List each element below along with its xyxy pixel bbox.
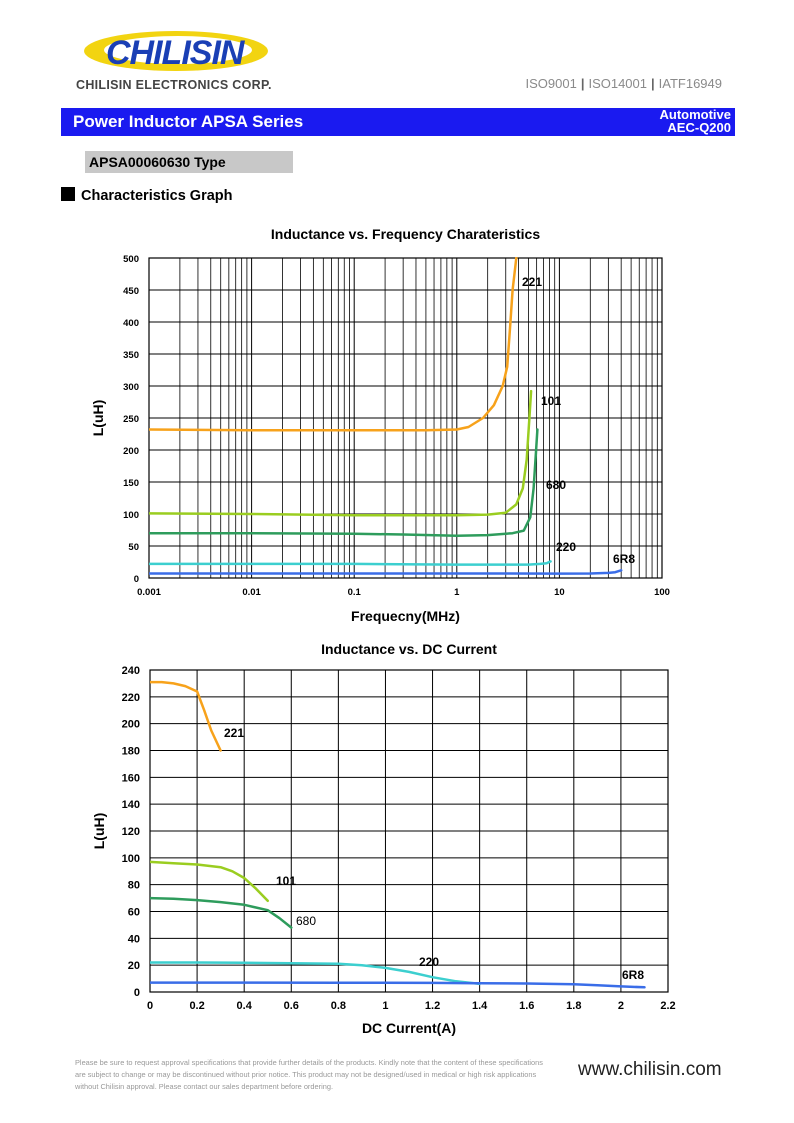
grid xyxy=(149,669,669,993)
series-line-680 xyxy=(150,896,293,929)
y-tick-label: 240 xyxy=(122,665,140,677)
x-tick-label: 2.2 xyxy=(660,1000,675,1012)
cert-iso14001: ISO14001 xyxy=(588,76,647,91)
series-label-220: 220 xyxy=(419,955,439,969)
series-line-220 xyxy=(150,961,481,986)
series-line-101 xyxy=(150,860,269,903)
y-tick-label: 0 xyxy=(134,574,139,585)
x-tick-label: 2 xyxy=(618,1000,624,1012)
series-title: Power Inductor APSA Series xyxy=(73,112,304,131)
series-label-680: 680 xyxy=(546,478,566,492)
company-name: CHILISIN ELECTRONICS CORP. xyxy=(76,78,272,92)
series-label-6R8: 6R8 xyxy=(622,968,644,982)
y-axis-label: L(uH) xyxy=(91,813,107,850)
disclaimer-line: are subject to change or may be disconti… xyxy=(75,1070,537,1079)
x-tick-label: 1 xyxy=(454,587,460,598)
x-tick-label: 100 xyxy=(654,587,670,598)
series-line-6R8 xyxy=(150,981,646,989)
section-title: Characteristics Graph xyxy=(81,188,233,204)
y-tick-label: 40 xyxy=(128,933,140,945)
y-tick-label: 120 xyxy=(122,826,140,838)
y-tick-label: 200 xyxy=(122,719,140,731)
x-axis-label: Frequecny(MHz) xyxy=(351,608,460,624)
x-tick-label: 1.6 xyxy=(519,1000,534,1012)
plot-frame xyxy=(148,257,663,579)
x-tick-label: 0 xyxy=(147,1000,153,1012)
x-tick-label: 1.4 xyxy=(472,1000,488,1012)
x-tick-label: 0.8 xyxy=(331,1000,346,1012)
y-tick-label: 20 xyxy=(128,960,140,972)
y-tick-label: 0 xyxy=(134,987,140,999)
y-tick-label: 160 xyxy=(122,772,140,784)
x-tick-label: 10 xyxy=(554,587,565,598)
inductance-frequency-chart: Inductance vs. Frequency Charateristics 0… xyxy=(90,226,670,624)
y-tick-label: 60 xyxy=(128,907,140,919)
company-logo: CHILISIN xyxy=(84,31,268,72)
series-label-221: 221 xyxy=(522,275,542,289)
inductance-current-chart: Inductance vs. DC Current 0 0.2 0.4 0.6 0.8 1 1… xyxy=(91,641,676,1036)
chart-title: Inductance vs. Frequency Charateristics xyxy=(271,226,540,242)
disclaimer: Please be sure to request approval speci… xyxy=(75,1057,565,1093)
series-line-221 xyxy=(149,257,518,432)
section-heading: Characteristics Graph xyxy=(61,187,233,204)
cert-iso9001: ISO9001 xyxy=(525,76,577,91)
y-tick-label: 300 xyxy=(123,382,139,393)
y-axis-label: L(uH) xyxy=(90,400,106,437)
automotive-label: Automotive xyxy=(659,107,732,122)
y-tick-label: 400 xyxy=(123,318,139,329)
series-line-221 xyxy=(150,680,222,752)
x-tick-label: 1.2 xyxy=(425,1000,440,1012)
y-tick-label: 350 xyxy=(123,350,139,361)
y-tick-label: 140 xyxy=(122,799,140,811)
series-line-101 xyxy=(149,389,533,517)
series-label-221: 221 xyxy=(224,726,244,740)
aec-label: AEC-Q200 xyxy=(667,120,731,135)
website-link[interactable]: www.chilisin.com xyxy=(578,1059,722,1080)
series-line-220 xyxy=(149,560,552,566)
grid xyxy=(148,257,663,579)
x-tick-label: 0.1 xyxy=(348,587,362,598)
y-tick-label: 500 xyxy=(123,254,139,265)
x-tick-label: 0.4 xyxy=(237,1000,253,1012)
series-label-680: 680 xyxy=(296,914,316,928)
y-tick-label: 50 xyxy=(128,542,139,553)
x-tick-label: 1 xyxy=(382,1000,388,1012)
x-axis-label: DC Current(A) xyxy=(362,1020,456,1036)
x-tick-label: 1.8 xyxy=(566,1000,581,1012)
x-tick-label: 0.01 xyxy=(242,587,261,598)
y-tick-label: 220 xyxy=(122,692,140,704)
series-line-680 xyxy=(149,428,539,538)
series-banner: Power Inductor APSA Series Automotive AE… xyxy=(61,108,735,136)
y-tick-label: 180 xyxy=(122,746,140,758)
y-tick-label: 450 xyxy=(123,286,139,297)
x-tick-label: 0.2 xyxy=(189,1000,204,1012)
x-tick-label: 0.001 xyxy=(137,587,161,598)
plot-frame xyxy=(149,669,669,993)
series-label-101: 101 xyxy=(276,874,296,888)
type-label: APSA00060630 Type xyxy=(89,154,226,170)
series-line-6R8 xyxy=(149,569,623,575)
series-label-6R8: 6R8 xyxy=(613,552,635,566)
certifications: ISO9001 | ISO14001 | IATF16949 xyxy=(525,76,722,91)
chart-title: Inductance vs. DC Current xyxy=(321,641,497,657)
y-tick-label: 150 xyxy=(123,478,139,489)
y-tick-label: 100 xyxy=(122,853,140,865)
y-tick-label: 200 xyxy=(123,446,139,457)
x-tick-label: 0.6 xyxy=(284,1000,299,1012)
type-label-box: APSA00060630 Type xyxy=(85,151,293,173)
disclaimer-line: without Chilisin approval. Please contac… xyxy=(75,1082,333,1091)
disclaimer-line: Please be sure to request approval speci… xyxy=(75,1058,543,1067)
cert-iatf16949: IATF16949 xyxy=(658,76,722,91)
series-label-101: 101 xyxy=(541,394,561,408)
automotive-badge: Automotive AEC-Q200 xyxy=(660,108,732,134)
y-tick-label: 80 xyxy=(128,880,140,892)
svg-text:CHILISIN: CHILISIN xyxy=(106,34,246,72)
y-tick-label: 100 xyxy=(123,510,139,521)
square-bullet-icon xyxy=(61,187,75,201)
series-label-220: 220 xyxy=(556,540,576,554)
y-tick-label: 250 xyxy=(123,414,139,425)
